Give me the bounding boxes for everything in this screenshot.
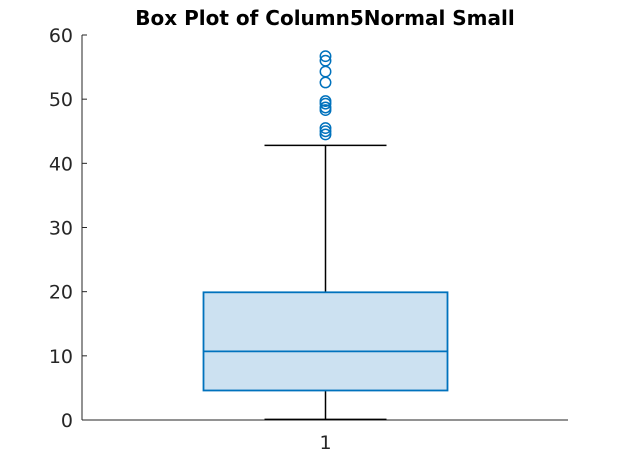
y-tick-label: 40 xyxy=(49,153,73,175)
y-tick-label: 20 xyxy=(49,282,73,304)
plot-area: 0 10 20 30 40 50 60 1 xyxy=(49,25,568,454)
box-iqr xyxy=(202,291,449,392)
y-tick-label: 50 xyxy=(49,89,73,111)
outlier-point xyxy=(319,50,332,63)
outlier-point xyxy=(319,122,332,134)
y-tick-label: 0 xyxy=(61,410,73,432)
outlier-point xyxy=(319,76,332,89)
y-tick-label: 60 xyxy=(49,25,73,47)
outlier-point xyxy=(319,95,332,108)
y-tick-label: 10 xyxy=(49,346,73,368)
outlier-point xyxy=(319,65,332,78)
outlier-point xyxy=(319,128,332,141)
outlier-point xyxy=(319,54,332,67)
outlier-point xyxy=(319,101,332,114)
chart-title: Box Plot of Column5Normal Small xyxy=(135,6,514,30)
x-tick-label: 1 xyxy=(319,432,331,454)
y-tick-label: 30 xyxy=(49,218,73,240)
outlier-point xyxy=(319,125,332,138)
